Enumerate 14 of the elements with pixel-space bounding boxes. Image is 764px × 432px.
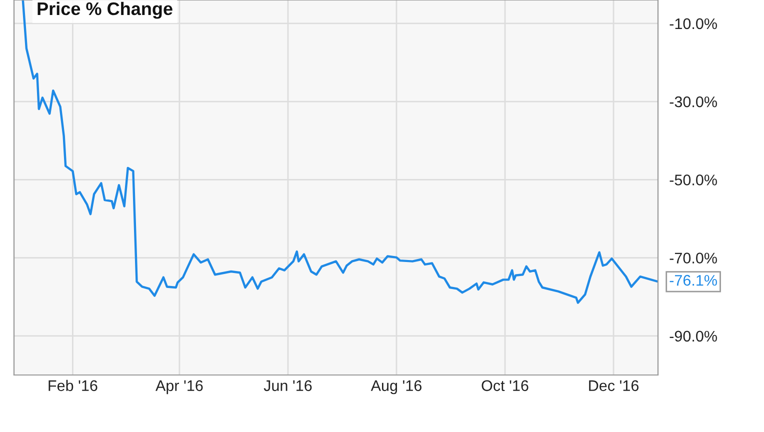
x-tick-label: Dec '16 — [589, 380, 639, 392]
chart-title: Price % Change — [38, 2, 172, 19]
y-tick-label: -70.0% — [670, 252, 717, 264]
x-tick-label: Jun '16 — [264, 380, 312, 392]
x-tick-label: Aug '16 — [370, 380, 422, 394]
line-series — [22, 0, 658, 304]
x-tick-label: Apr '16 — [156, 380, 203, 394]
y-tick-label: -50.0% — [670, 174, 717, 186]
x-tick-label: Feb '16 — [48, 380, 98, 392]
y-tick-label: -30.0% — [670, 96, 717, 108]
x-tick-label: Oct '16 — [482, 380, 528, 392]
annotation: -76.1% — [670, 274, 717, 286]
y-tick-label: -10.0% — [670, 18, 717, 30]
y-tick-label: -90.0% — [670, 330, 717, 342]
